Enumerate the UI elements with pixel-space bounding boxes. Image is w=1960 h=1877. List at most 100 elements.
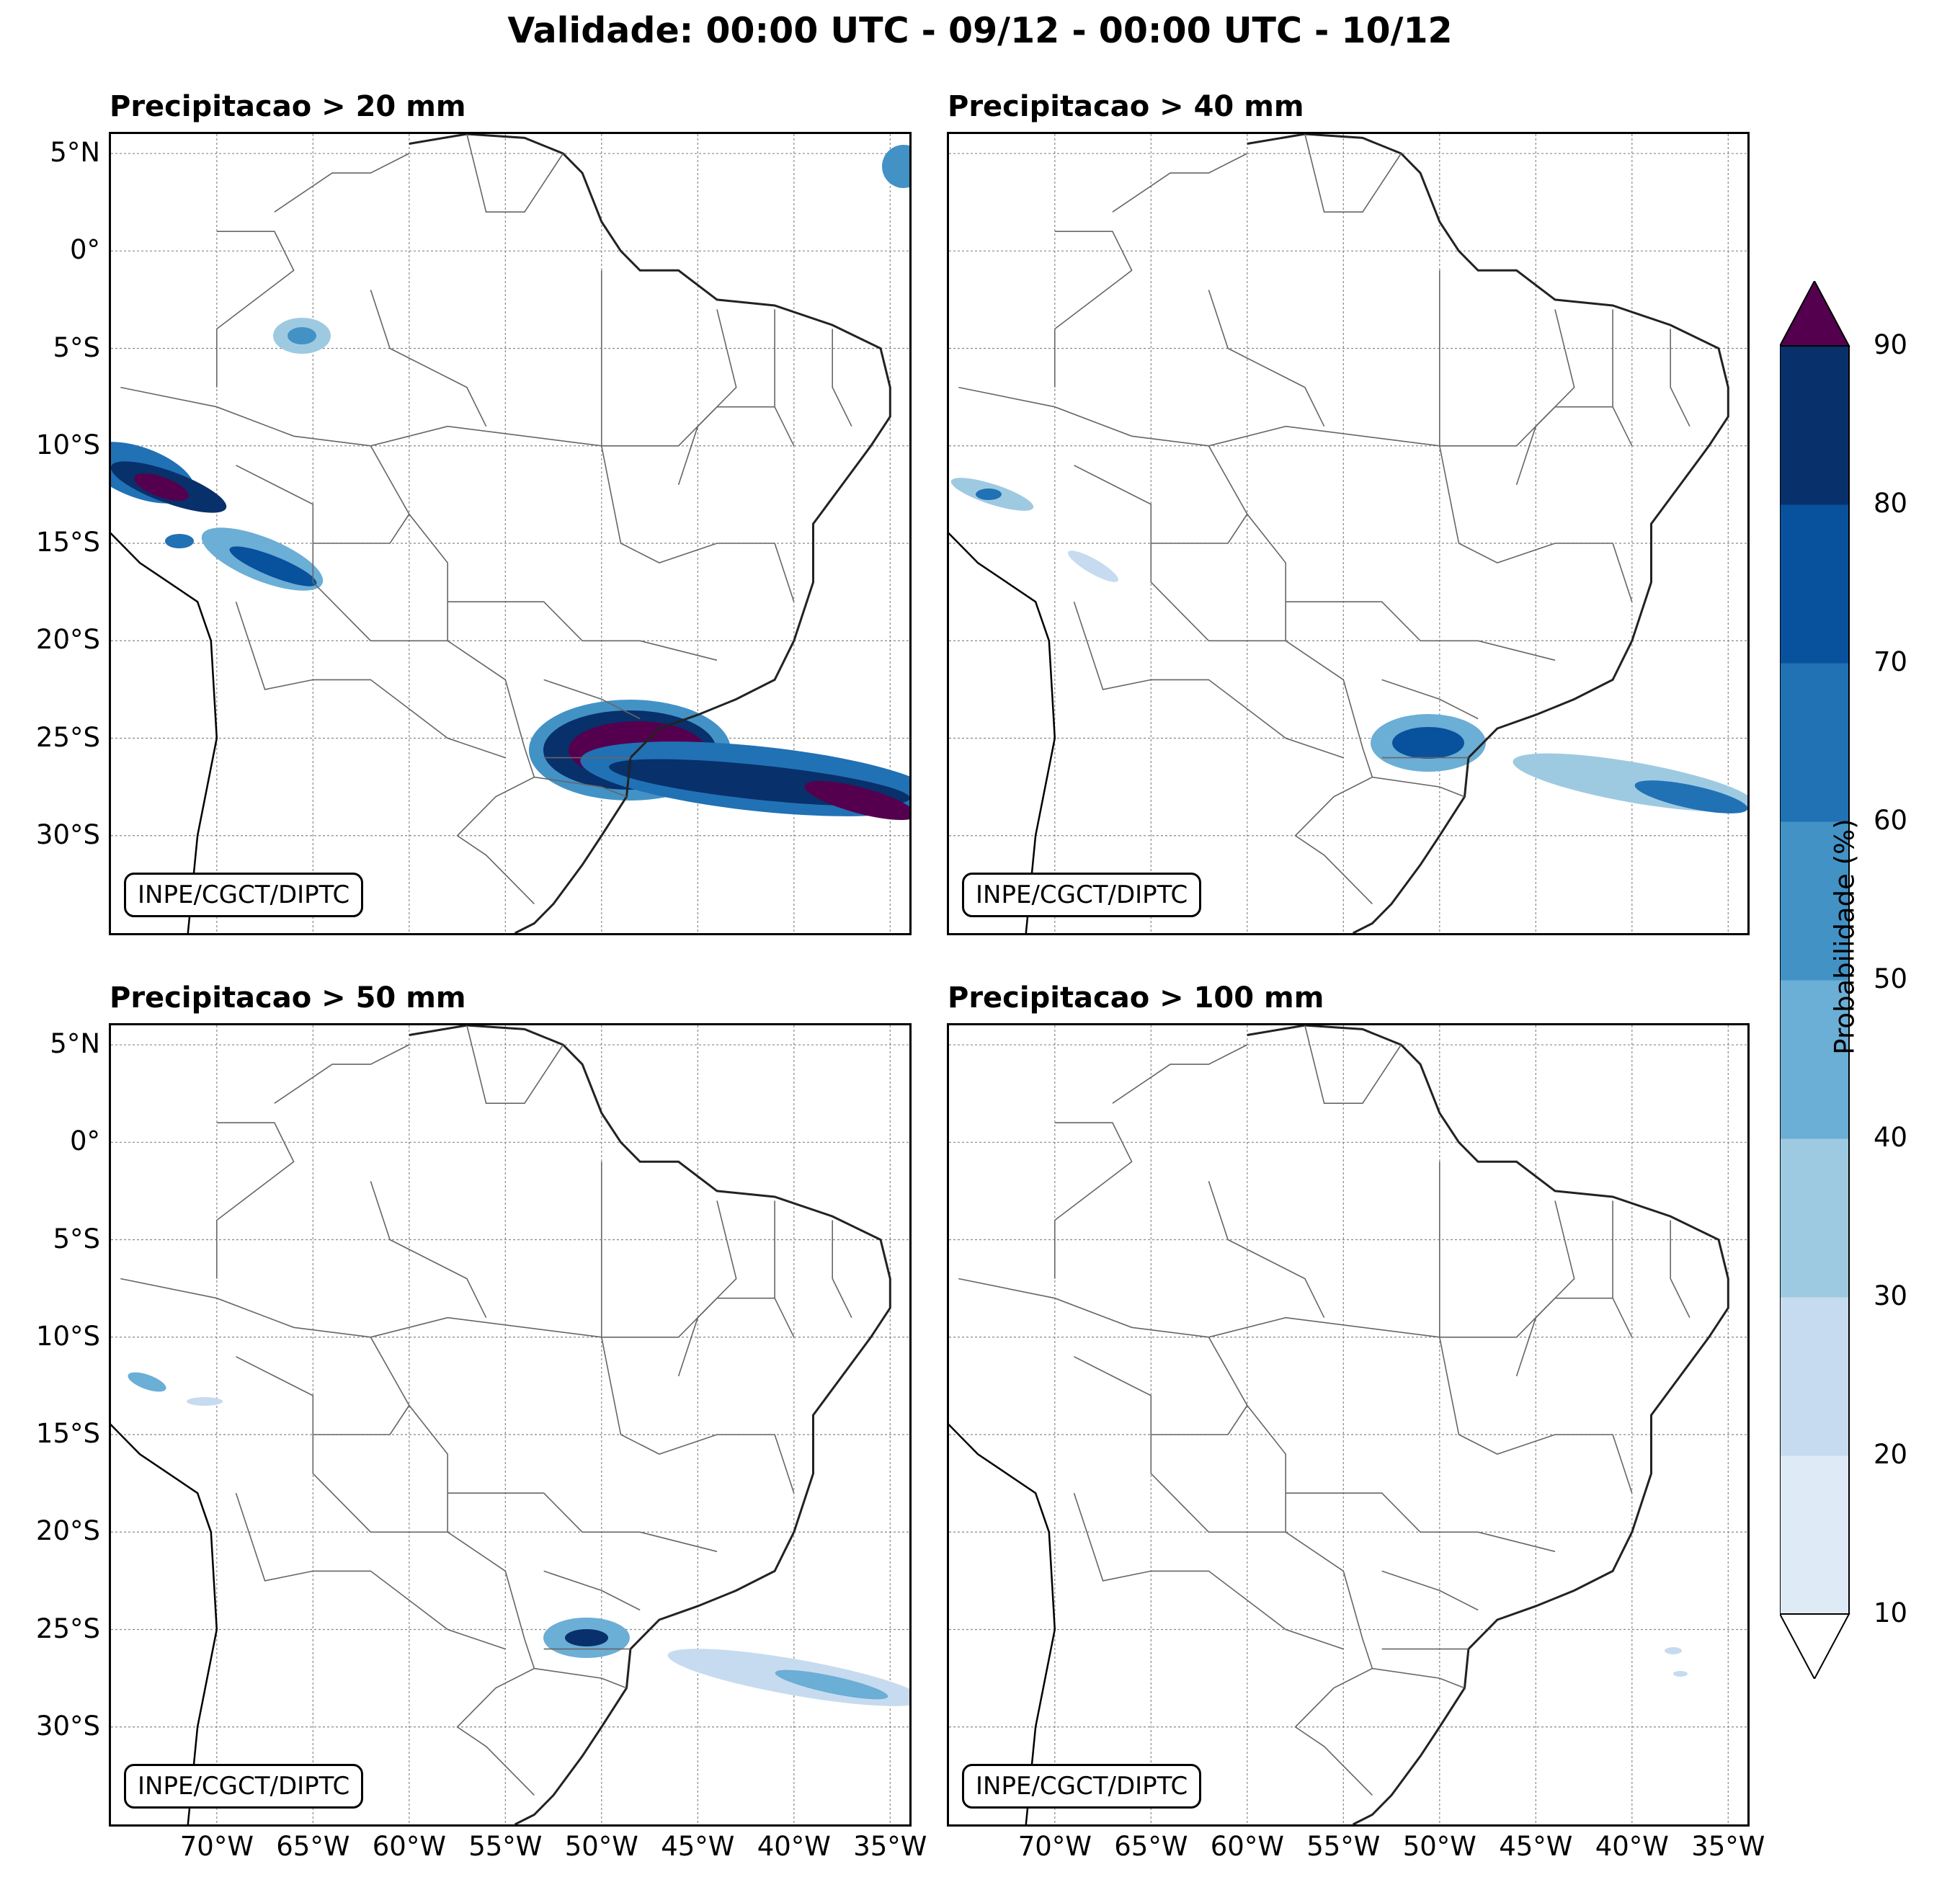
- pacific-coastline: [111, 1161, 218, 1824]
- political-border: [313, 514, 410, 544]
- lon-tick-label: 35°W: [1691, 1831, 1765, 1862]
- political-border: [1208, 290, 1325, 427]
- colorbar-tick-label: 40: [1874, 1122, 1908, 1153]
- political-border: [677, 1200, 737, 1377]
- colorbar-under-arrow: [1780, 1613, 1850, 1679]
- lat-tick-label: 0°: [69, 1125, 100, 1157]
- lat-tick-label: 30°S: [35, 1710, 100, 1742]
- atlantic-coastline: [1247, 134, 1729, 933]
- political-border: [1304, 1025, 1402, 1104]
- political-border: [543, 679, 641, 720]
- political-border: [1372, 776, 1465, 798]
- credit-badge: INPE/CGCT/DIPTC: [962, 1764, 1202, 1809]
- graticule: [111, 1025, 909, 1824]
- colorbar-bin: [1780, 1297, 1849, 1456]
- political-border: [1612, 1200, 1633, 1338]
- political-border: [1515, 1200, 1575, 1377]
- political-border: [274, 1044, 410, 1104]
- colorbar-bin: [1780, 1138, 1849, 1298]
- coastline-and-borders: [949, 134, 1729, 933]
- political-border: [1381, 679, 1479, 720]
- graticule: [949, 1025, 1747, 1824]
- political-border: [1515, 309, 1575, 486]
- political-border: [543, 1570, 641, 1611]
- lon-tick-label: 45°W: [661, 1831, 735, 1862]
- panel-title-40mm: Precipitacao > 40 mm: [948, 90, 1304, 123]
- colorbar-over-arrow: [1780, 281, 1850, 347]
- political-border: [120, 1278, 535, 1796]
- precip-probability-field: [128, 1372, 909, 1706]
- political-border: [1054, 231, 1133, 388]
- lat-tick-label: 5°S: [53, 331, 100, 363]
- political-border: [466, 1025, 564, 1104]
- colorbar: [1780, 281, 1850, 1679]
- lat-tick-label: 25°S: [35, 721, 100, 753]
- political-border: [600, 1162, 795, 1494]
- lat-tick-label: 5°N: [50, 137, 100, 169]
- lat-tick-label: 20°S: [35, 1515, 100, 1547]
- colorbar-tick-label: 10: [1874, 1597, 1908, 1628]
- lon-tick-label: 65°W: [276, 1831, 350, 1862]
- precip-probability-field: [1665, 1647, 1688, 1677]
- political-border: [1381, 1570, 1479, 1611]
- coastline-and-borders: [111, 1025, 891, 1824]
- pacific-coastline: [949, 269, 1056, 933]
- colorbar-bin: [1780, 980, 1849, 1139]
- lon-tick-label: 50°W: [1402, 1831, 1476, 1862]
- colorbar-tick-label: 70: [1874, 646, 1908, 677]
- credit-badge: INPE/CGCT/DIPTC: [124, 1764, 364, 1809]
- coastline-and-borders: [949, 1025, 1729, 1824]
- pacific-coastline: [949, 1161, 1056, 1824]
- colorbar-bin: [1780, 504, 1849, 664]
- political-border: [1112, 1044, 1248, 1104]
- political-border: [1074, 465, 1286, 642]
- political-border: [1054, 1122, 1133, 1279]
- map-svg-50mm: [111, 1025, 909, 1824]
- political-border: [370, 406, 775, 447]
- panel-title-20mm: Precipitacao > 20 mm: [110, 90, 466, 123]
- political-border: [370, 1181, 487, 1319]
- lat-tick-label: 30°S: [35, 819, 100, 850]
- political-border: [236, 1356, 448, 1533]
- colorbar-bin: [1780, 821, 1849, 981]
- atlantic-coastline: [1247, 1025, 1729, 1824]
- map-panel-40mm: INPE/CGCT/DIPTC: [947, 132, 1750, 935]
- lon-tick-label: 60°W: [372, 1831, 446, 1862]
- lat-tick-label: 20°S: [35, 624, 100, 656]
- map-svg-20mm: [111, 134, 909, 933]
- political-border: [534, 776, 627, 798]
- lat-tick-label: 5°S: [53, 1223, 100, 1254]
- map-panel-100mm: INPE/CGCT/DIPTC: [947, 1023, 1750, 1827]
- colorbar-tick-label: 80: [1874, 488, 1908, 519]
- lat-tick-label: 15°S: [35, 1418, 100, 1450]
- political-border: [600, 270, 795, 602]
- political-border: [1151, 514, 1248, 544]
- lat-tick-label: 10°S: [35, 429, 100, 460]
- colorbar-tick-label: 60: [1874, 805, 1908, 836]
- political-border: [1073, 601, 1344, 759]
- map-panel-50mm: INPE/CGCT/DIPTC: [109, 1023, 912, 1827]
- lon-tick-label: 60°W: [1210, 1831, 1284, 1862]
- political-border: [216, 231, 295, 388]
- colorbar-tick-label: 90: [1874, 329, 1908, 360]
- coastline-and-borders: [111, 134, 891, 933]
- lon-tick-label: 70°W: [179, 1831, 254, 1862]
- colorbar-frame: [1780, 345, 1850, 1615]
- political-border: [774, 1200, 795, 1338]
- lat-tick-label: 25°S: [35, 1613, 100, 1644]
- lon-tick-label: 40°W: [757, 1831, 831, 1862]
- political-border: [958, 386, 1373, 904]
- political-border: [958, 1278, 1373, 1796]
- lon-tick-label: 55°W: [1306, 1831, 1381, 1862]
- political-border: [1208, 1181, 1325, 1319]
- lon-tick-label: 70°W: [1017, 1831, 1092, 1862]
- political-border: [774, 309, 795, 447]
- map-svg-100mm: [949, 1025, 1747, 1824]
- political-border: [313, 1405, 410, 1435]
- colorbar-bin: [1780, 346, 1849, 505]
- political-border: [1670, 329, 1690, 427]
- colorbar-label: Probabilidade (%): [1829, 819, 1861, 1055]
- lon-tick-label: 35°W: [853, 1831, 927, 1862]
- lon-tick-label: 40°W: [1595, 1831, 1669, 1862]
- political-border: [1612, 309, 1633, 447]
